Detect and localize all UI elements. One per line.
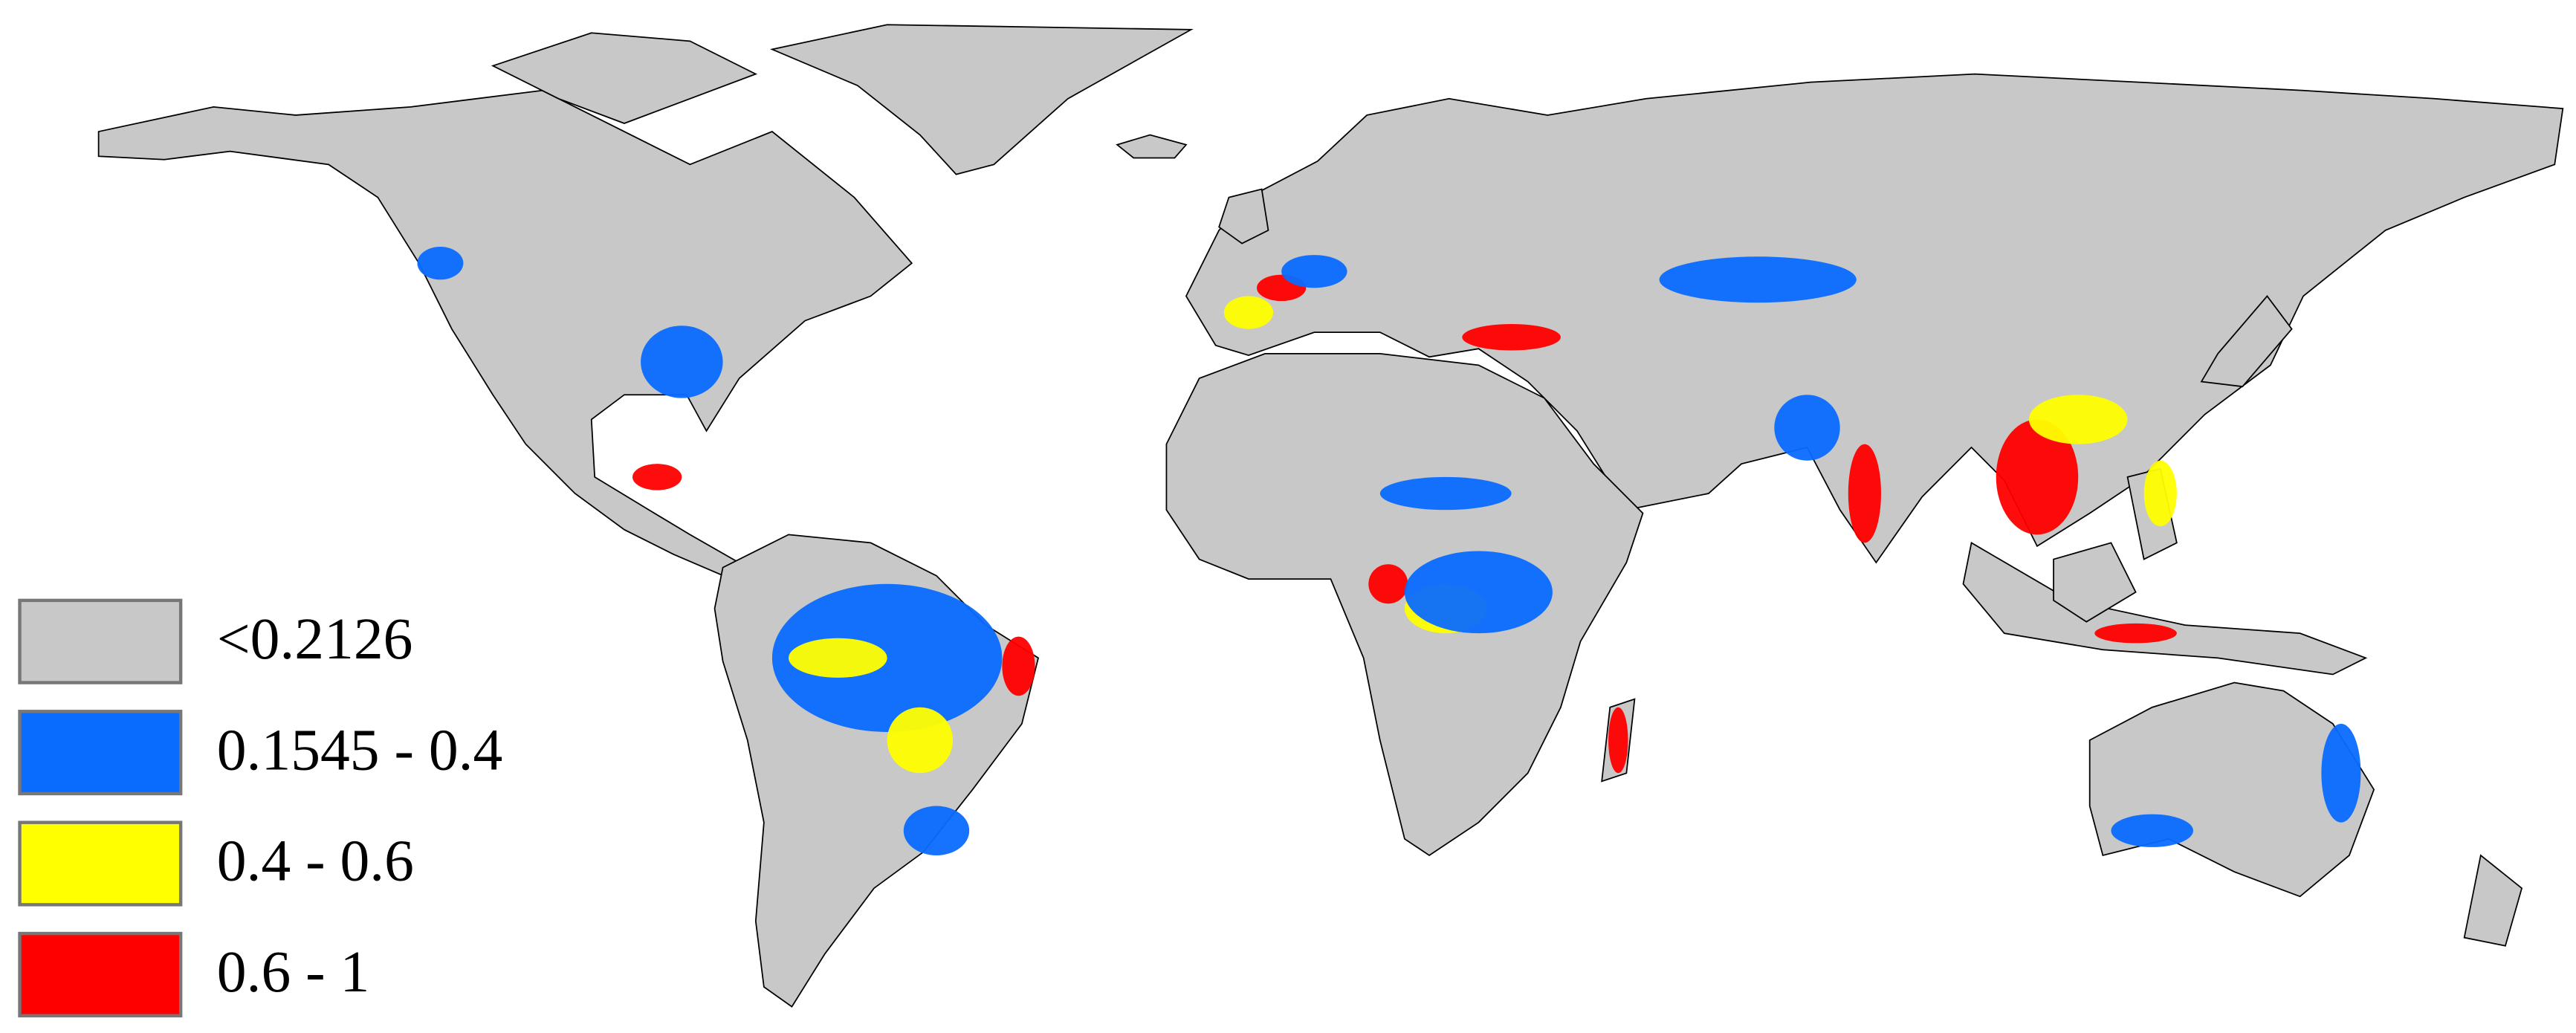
suitability-zone (2143, 460, 2177, 527)
indonesia (1962, 542, 2368, 676)
suitability-zone (641, 326, 723, 398)
suitability-layer (417, 247, 2361, 855)
uk (1218, 188, 1269, 245)
suitability-zone (1462, 324, 1561, 351)
legend-swatch (18, 710, 183, 796)
suitability-zone (1281, 255, 1347, 288)
suitability-zone (1379, 476, 1512, 511)
suitability-zone (2094, 623, 2177, 644)
suitability-zone (2111, 814, 2193, 847)
legend-swatch (18, 931, 183, 1017)
suitability-zone (1002, 636, 1035, 696)
suitability-zone (2028, 395, 2128, 444)
suitability-zone (1368, 564, 1408, 604)
land-layer (97, 24, 2564, 1008)
legend-swatch (18, 820, 183, 907)
australia (2088, 681, 2375, 898)
new-zealand (2463, 854, 2523, 947)
suitability-zone (2321, 723, 2361, 823)
legend: <0.2126 0.1545 - 0.4 0.4 - 0.6 0.6 - 1 (18, 598, 503, 1017)
legend-swatch (18, 598, 183, 684)
japan (2200, 294, 2293, 388)
suitability-zone (789, 638, 887, 678)
greenland (769, 24, 1194, 175)
africa (1165, 352, 1644, 857)
suitability-zone (1659, 256, 1857, 303)
borneo (2053, 542, 2137, 623)
suitability-zone (1996, 419, 2079, 535)
suitability-zone (1774, 395, 1840, 461)
legend-label: 0.4 - 0.6 (217, 829, 414, 894)
suitability-zone (417, 247, 464, 280)
suitability-zone (632, 464, 682, 490)
suitability-zone (903, 806, 970, 855)
suitability-zone (887, 707, 954, 774)
suitability-zone (1848, 444, 1881, 543)
north-america (97, 89, 913, 580)
eurasia (1185, 73, 2564, 564)
legend-label: <0.2126 (217, 606, 413, 672)
suitability-zone (1404, 551, 1553, 634)
iceland (1116, 134, 1188, 159)
legend-label: 0.1545 - 0.4 (217, 717, 503, 783)
arctic-islands (491, 32, 758, 124)
legend-label: 0.6 - 1 (217, 939, 370, 1005)
suitability-zone (1608, 707, 1628, 774)
suitability-zone (1223, 296, 1274, 329)
